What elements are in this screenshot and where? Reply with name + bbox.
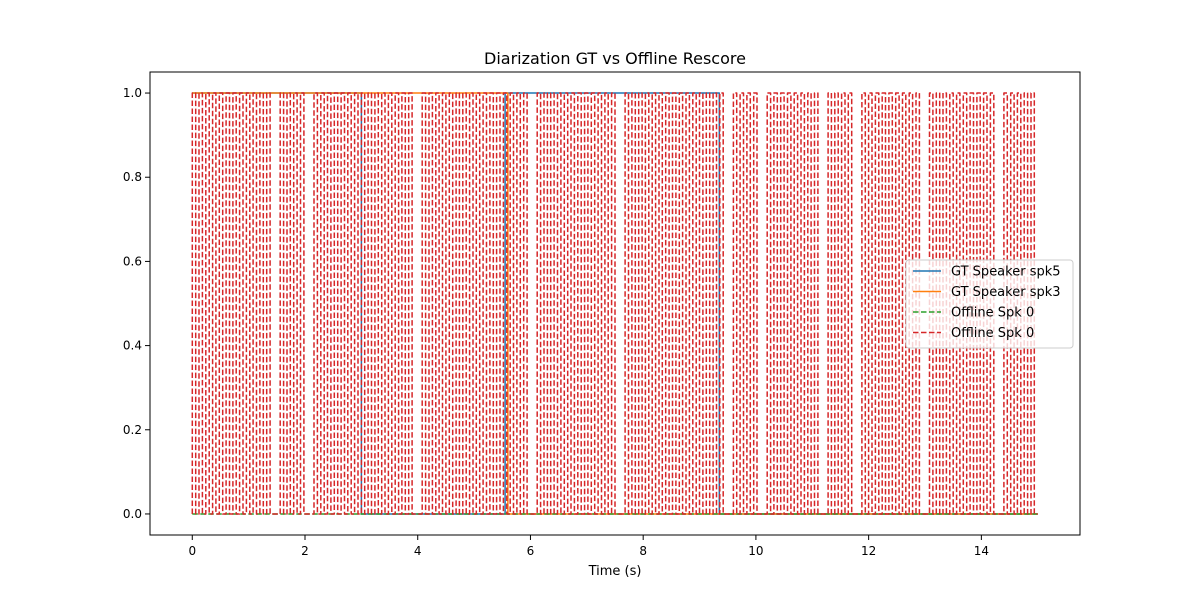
y-tick-label: 1.0 — [123, 86, 142, 100]
legend: GT Speaker spk5 GT Speaker spk3 Offline Sp… — [905, 259, 1074, 349]
x-tick-label: 0 — [188, 544, 196, 558]
chart-title: Diarization GT vs Offline Rescore — [484, 49, 746, 68]
x-axis-label: Time (s) — [588, 564, 642, 579]
legend-label: Offline Spk 0 — [951, 306, 1034, 321]
series-line-4 — [191, 92, 1038, 515]
x-tick-label: 12 — [861, 544, 876, 558]
legend-box — [905, 259, 1074, 349]
y-tick-label: 0.0 — [123, 507, 142, 521]
x-tick-label: 14 — [974, 544, 989, 558]
x-axis: 0 2 4 6 8 10 12 14 — [188, 535, 989, 558]
x-tick-label: 4 — [414, 544, 422, 558]
x-tick-label: 6 — [527, 544, 535, 558]
plot-frame — [149, 71, 1081, 536]
plot-series-group — [191, 92, 1038, 515]
y-tick-label: 0.2 — [123, 423, 142, 437]
x-tick-label: 8 — [639, 544, 647, 558]
y-tick-label: 0.8 — [123, 170, 142, 184]
legend-label: GT Speaker spk3 — [951, 285, 1061, 300]
y-tick-label: 0.4 — [123, 339, 142, 353]
y-tick-label: 0.6 — [123, 254, 142, 268]
series-line-1 — [192, 92, 1038, 515]
legend-label: Offline Spk 0 — [951, 326, 1034, 341]
x-tick-label: 10 — [748, 544, 763, 558]
x-tick-label: 2 — [301, 544, 309, 558]
legend-label: GT Speaker spk5 — [951, 265, 1061, 280]
y-axis: 0.0 0.2 0.4 0.6 0.8 1.0 — [123, 86, 150, 521]
